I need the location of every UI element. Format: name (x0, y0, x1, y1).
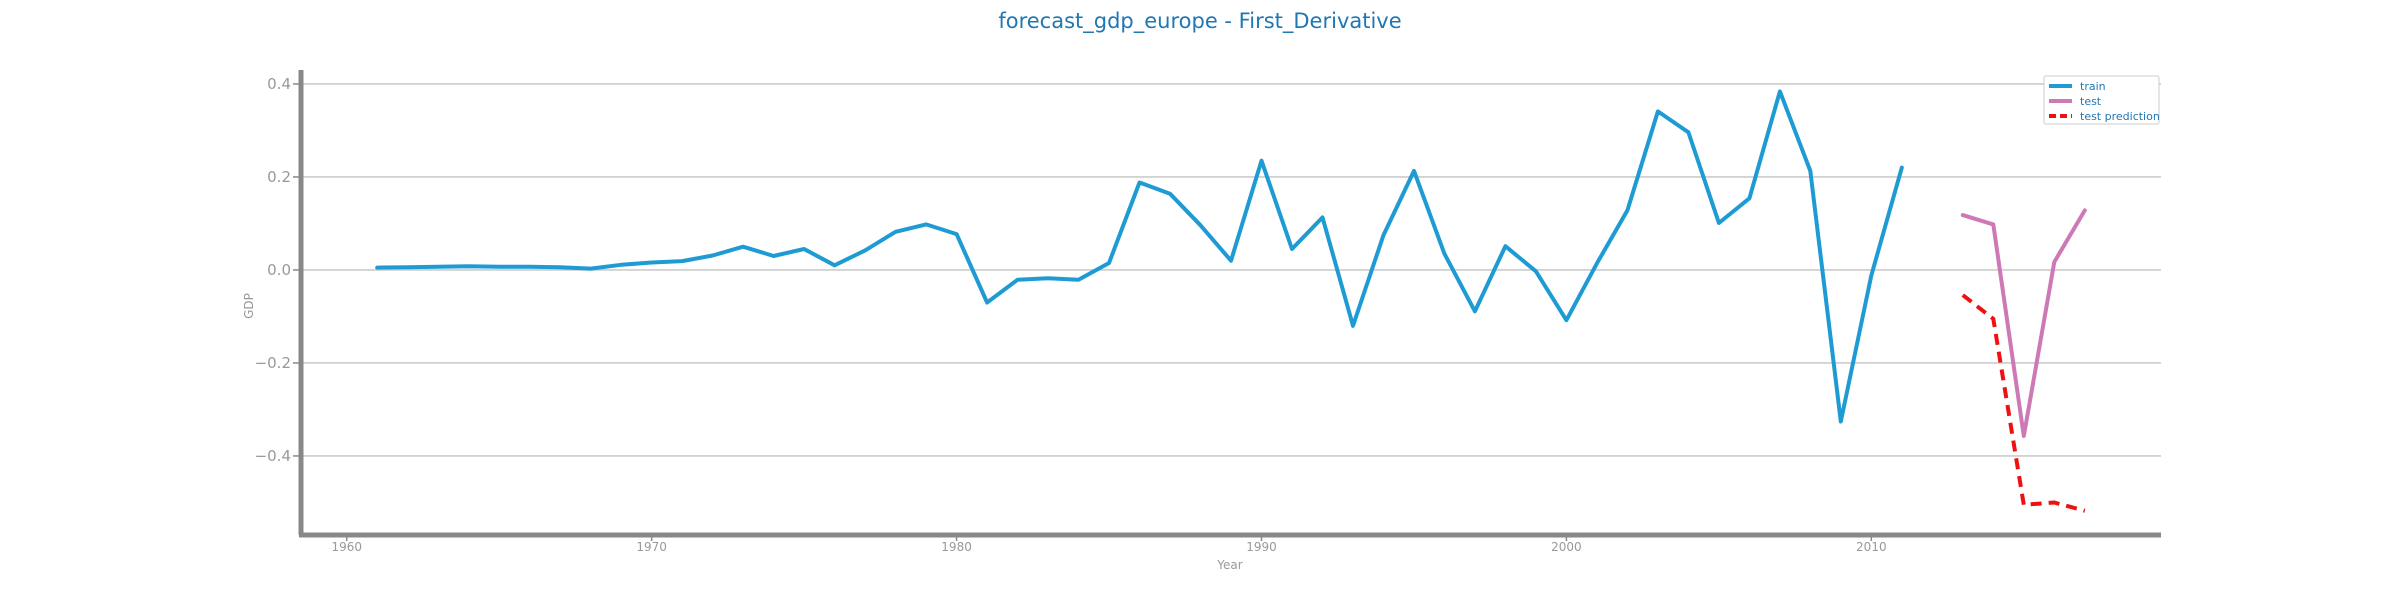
x-tick-label: 2000 (1551, 540, 1582, 554)
chart-title: forecast_gdp_europe - First_Derivative (998, 9, 1401, 34)
x-tick-label: 1980 (941, 540, 972, 554)
series-line-test-prediction (1961, 293, 2086, 513)
y-tick-label: 0.2 (267, 168, 291, 186)
x-tick-label: 1960 (331, 540, 362, 554)
axes: −0.4 −0.2 0.0 0.2 0.4 1960 1970 1980 1990 2000 201… (255, 70, 2161, 554)
y-tick-label: 0.0 (267, 261, 291, 279)
y-tick-label: 0.4 (267, 75, 291, 93)
legend-label-train: train (2080, 80, 2106, 93)
legend-box (2043, 75, 2160, 125)
x-axis-label: Year (1216, 558, 1242, 572)
x-tick-label: 1990 (1246, 540, 1277, 554)
y-tick-label: −0.4 (255, 447, 291, 465)
x-tick-label: 2010 (1856, 540, 1887, 554)
y-axis-label: GDP (242, 293, 256, 319)
y-tick-label: −0.2 (255, 354, 291, 372)
series-lines (375, 89, 2087, 513)
series-line-test (1960, 208, 2087, 438)
x-tick-label: 1970 (636, 540, 667, 554)
legend-label-test-prediction: test prediction (2080, 110, 2160, 123)
legend-label-test: test (2080, 95, 2102, 108)
legend: train test test prediction (2043, 75, 2160, 125)
series-line-train (375, 89, 1904, 424)
